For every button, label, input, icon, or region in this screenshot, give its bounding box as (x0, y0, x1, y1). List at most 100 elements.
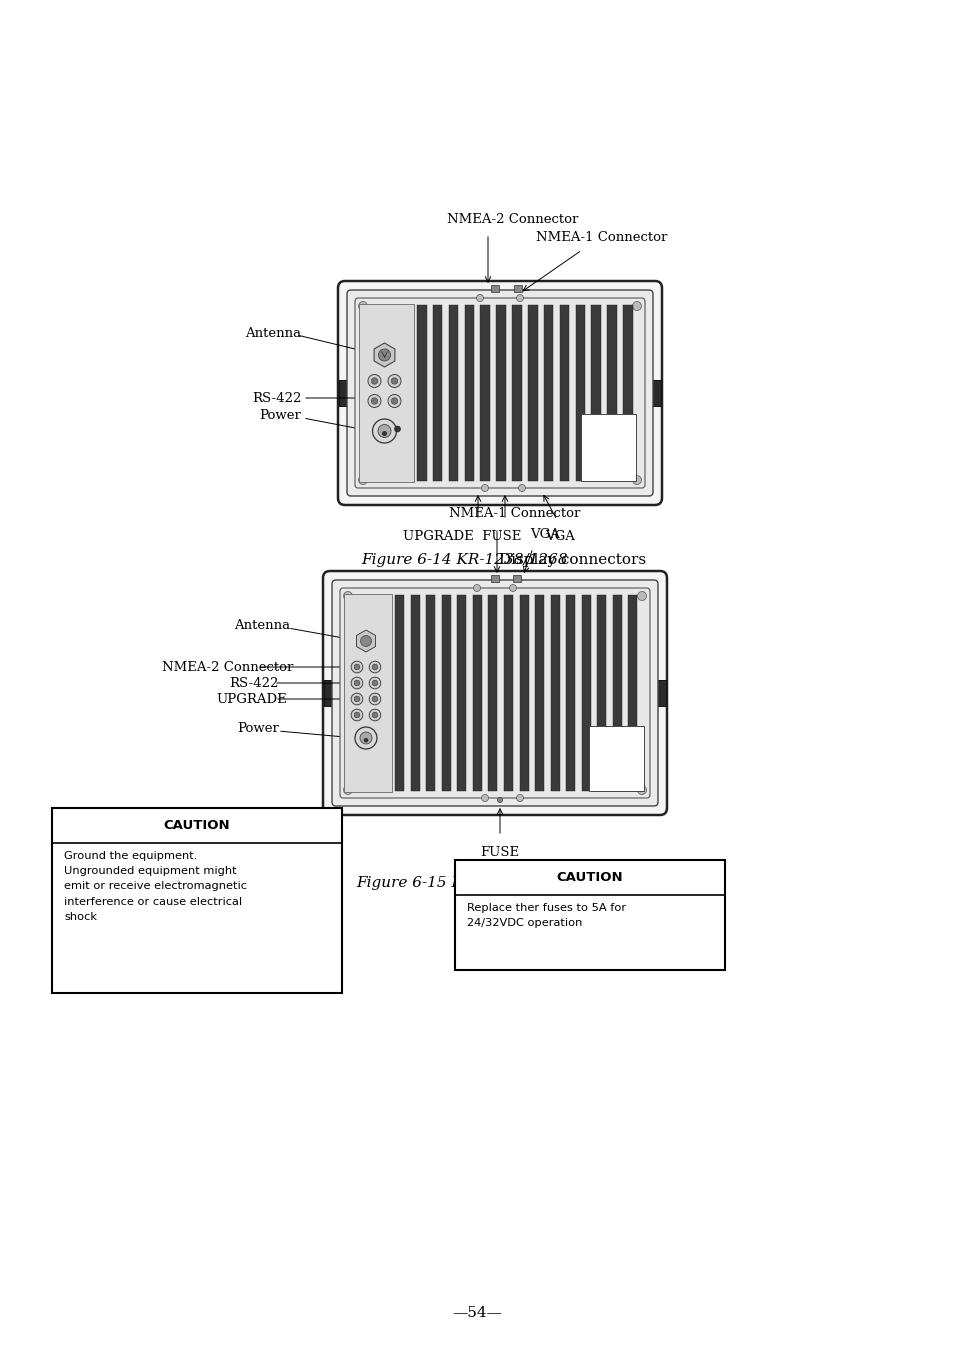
Circle shape (360, 635, 371, 647)
Circle shape (354, 712, 359, 717)
Bar (433, 305, 442, 481)
FancyBboxPatch shape (347, 290, 652, 496)
Circle shape (391, 377, 397, 384)
Bar (395, 594, 404, 791)
Circle shape (354, 681, 359, 686)
Bar (550, 594, 559, 791)
Text: Antenna: Antenna (233, 619, 290, 631)
Bar (588, 727, 643, 791)
Circle shape (368, 395, 380, 407)
Circle shape (372, 419, 396, 443)
Bar (543, 305, 553, 481)
Circle shape (388, 375, 400, 387)
Bar (607, 305, 617, 481)
Circle shape (637, 592, 646, 600)
Bar (441, 594, 450, 791)
Bar (338, 380, 349, 406)
Circle shape (395, 426, 400, 431)
Bar (456, 594, 466, 791)
Polygon shape (356, 630, 375, 652)
Bar (480, 305, 490, 481)
Circle shape (354, 696, 359, 702)
Circle shape (481, 794, 488, 802)
Bar (455, 860, 724, 971)
FancyBboxPatch shape (337, 280, 661, 506)
Bar (491, 576, 498, 582)
Text: NMEA-1 Connector: NMEA-1 Connector (536, 231, 667, 244)
Circle shape (371, 377, 377, 384)
Text: CAUTION: CAUTION (557, 871, 622, 884)
Text: Display connectors: Display connectors (489, 876, 640, 890)
Circle shape (351, 693, 362, 705)
Circle shape (382, 431, 386, 435)
Text: RS-422: RS-422 (252, 391, 301, 404)
Circle shape (377, 425, 391, 438)
Circle shape (378, 349, 390, 361)
Circle shape (372, 712, 377, 717)
Bar (426, 594, 435, 791)
Circle shape (371, 398, 377, 404)
Bar (628, 594, 637, 791)
Circle shape (632, 302, 640, 310)
Bar (581, 594, 590, 791)
Bar (656, 679, 665, 706)
Bar (448, 305, 457, 481)
Bar (513, 576, 520, 582)
Bar (612, 594, 621, 791)
Bar (650, 380, 660, 406)
Circle shape (516, 794, 523, 802)
Bar (496, 305, 505, 481)
Circle shape (369, 662, 380, 673)
Circle shape (354, 665, 359, 670)
Text: Antenna: Antenna (245, 326, 301, 340)
Circle shape (358, 302, 367, 310)
Bar (473, 594, 481, 791)
Circle shape (372, 681, 377, 686)
Bar (464, 305, 474, 481)
Text: RS-422: RS-422 (229, 677, 278, 689)
Circle shape (481, 484, 488, 492)
Circle shape (359, 732, 372, 744)
Circle shape (369, 677, 380, 689)
Bar (416, 305, 426, 481)
Circle shape (637, 786, 646, 794)
Text: UPGRADE  FUSE: UPGRADE FUSE (402, 530, 520, 543)
Bar (52, 807, 341, 993)
Text: NMEA-1 Connector: NMEA-1 Connector (449, 507, 580, 520)
Text: NMEA-2 Connector: NMEA-2 Connector (447, 213, 578, 226)
Text: NMEA-2 Connector: NMEA-2 Connector (162, 661, 294, 674)
Bar (565, 594, 575, 791)
Circle shape (343, 786, 352, 794)
Bar (358, 305, 414, 483)
Bar (535, 594, 543, 791)
Circle shape (351, 662, 362, 673)
Text: Ground the equipment.
Ungrounded equipment might
emit or receive electromagnetic: Ground the equipment. Ungrounded equipme… (64, 851, 247, 922)
Text: —54—: —54— (452, 1306, 501, 1320)
Circle shape (369, 709, 380, 721)
Circle shape (391, 398, 397, 404)
Bar (410, 594, 419, 791)
Circle shape (351, 709, 362, 721)
Circle shape (473, 585, 480, 592)
Text: VGA: VGA (530, 528, 559, 541)
FancyBboxPatch shape (323, 572, 666, 816)
Circle shape (364, 739, 367, 741)
FancyBboxPatch shape (339, 588, 649, 798)
Bar (324, 679, 334, 706)
Circle shape (372, 696, 377, 702)
Text: Figure 6-15 KR-1538/1568: Figure 6-15 KR-1538/1568 (356, 876, 562, 890)
Circle shape (388, 395, 400, 407)
Circle shape (369, 693, 380, 705)
Bar (580, 414, 636, 481)
Bar (514, 284, 521, 293)
Circle shape (516, 294, 523, 302)
Circle shape (509, 585, 516, 592)
Bar (344, 594, 392, 793)
Circle shape (351, 677, 362, 689)
Bar (488, 594, 497, 791)
Text: Replace ther fuses to 5A for
24/32VDC operation: Replace ther fuses to 5A for 24/32VDC op… (467, 903, 625, 929)
Bar (519, 594, 528, 791)
Bar (559, 305, 569, 481)
Text: Power: Power (259, 408, 300, 422)
Bar (503, 594, 513, 791)
